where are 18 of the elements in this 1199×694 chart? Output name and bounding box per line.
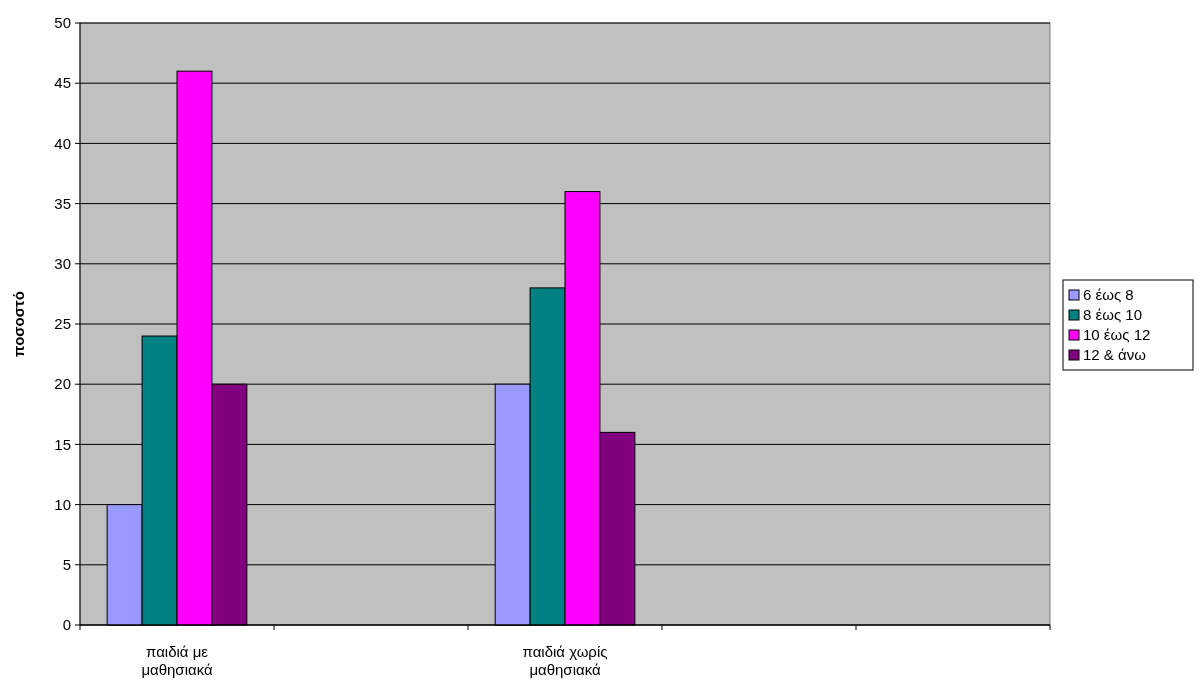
y-tick-label: 35: [54, 194, 71, 212]
legend-label: 6 έως 8: [1083, 286, 1134, 304]
y-tick-label: 15: [54, 435, 71, 453]
y-tick-label: 50: [54, 14, 71, 32]
x-tick-label: παιδιά με μαθησιακά: [141, 643, 213, 678]
legend-label: 12 & άνω: [1083, 346, 1147, 364]
y-tick-label: 40: [54, 134, 71, 152]
y-axis-title: ποσοστό: [10, 291, 27, 357]
y-tick-label: 0: [62, 616, 71, 634]
x-tick-label: παιδιά χωρίς μαθησιακά: [522, 643, 608, 678]
legend-label: 8 έως 10: [1083, 306, 1142, 324]
y-tick-label: 30: [54, 255, 71, 273]
y-tick-label: 25: [54, 315, 71, 333]
y-tick-label: 45: [54, 74, 71, 92]
y-tick-label: 10: [54, 495, 71, 513]
legend-label: 10 έως 12: [1083, 326, 1151, 344]
y-tick-label: 20: [54, 375, 71, 393]
y-tick-label: 5: [62, 556, 71, 574]
